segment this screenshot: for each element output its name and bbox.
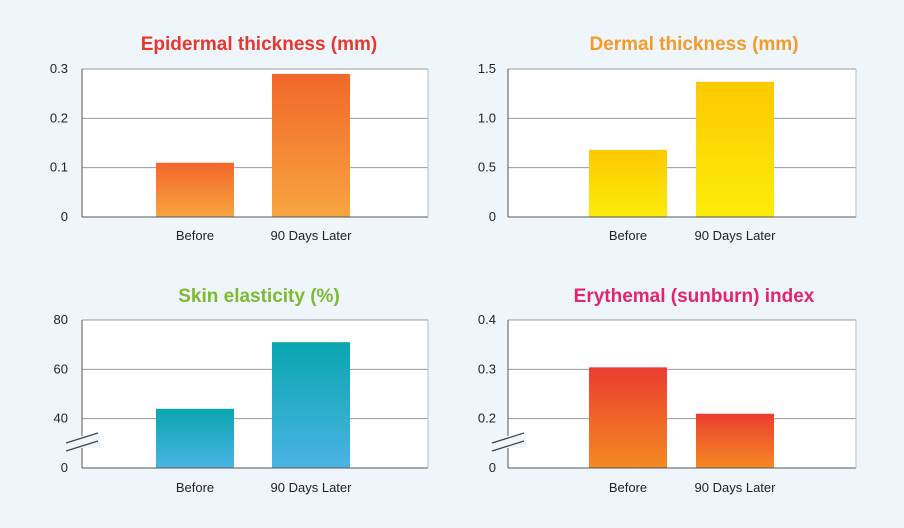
x-tick-label: Before [609, 228, 647, 243]
y-tick-label: 80 [54, 312, 68, 327]
axis-break-mark [490, 432, 526, 452]
y-tick-label: 0.2 [478, 411, 496, 426]
y-tick-label: 0.3 [50, 61, 68, 76]
y-tick-label: 1.5 [478, 61, 496, 76]
y-tick-label: 0 [489, 209, 496, 224]
chart-title: Dermal thickness (mm) [589, 34, 798, 55]
bar-90-days-later [272, 73, 350, 217]
y-tick-label: 0.3 [478, 361, 496, 376]
y-tick-label: 0 [61, 460, 68, 475]
plot-area [82, 69, 428, 217]
plot-area [508, 320, 856, 468]
chart-4: 0 0.2 0.3 0.4 Before 90 Days Later Erythemal (… [478, 286, 857, 495]
x-tick-label: 90 Days Later [271, 228, 353, 243]
x-tick-label: Before [176, 228, 214, 243]
x-tick-label: 90 Days Later [695, 228, 777, 243]
bar-90-days-later [696, 81, 774, 218]
chart-title: Erythemal (sunburn) index [574, 286, 815, 307]
x-tick-label: Before [609, 480, 647, 495]
y-tick-label: 0 [489, 460, 496, 475]
chart-1: 0 0.1 0.2 0.3 Before 90 Days Later Epidermal t… [50, 34, 429, 243]
plot-area [508, 69, 856, 217]
y-tick-label: 0 [61, 209, 68, 224]
bar-before [156, 408, 234, 468]
chart-2: 0 0.5 1.0 1.5 Before 90 Days Later Dermal thic… [478, 34, 857, 243]
bar-90-days-later [272, 342, 350, 468]
y-tick-label: 0.5 [478, 160, 496, 175]
bar-before [589, 149, 667, 217]
chart-title: Epidermal thickness (mm) [141, 34, 378, 55]
bar-before [156, 162, 234, 217]
chart-3: 0 40 60 80 Before 90 Days Later Skin elasticit… [54, 286, 429, 495]
y-tick-label: 0.4 [478, 312, 496, 327]
axis-break-mark [64, 432, 100, 452]
y-tick-label: 0.1 [50, 160, 68, 175]
x-tick-label: 90 Days Later [695, 480, 777, 495]
x-tick-label: Before [176, 480, 214, 495]
chart-title: Skin elasticity (%) [178, 286, 340, 307]
bar-90-days-later [696, 413, 774, 468]
y-tick-label: 40 [54, 411, 68, 426]
bar-before [589, 367, 667, 468]
x-tick-label: 90 Days Later [271, 480, 353, 495]
plot-area [82, 320, 428, 468]
y-tick-label: 1.0 [478, 110, 496, 125]
y-tick-label: 0.2 [50, 110, 68, 125]
y-tick-label: 60 [54, 361, 68, 376]
